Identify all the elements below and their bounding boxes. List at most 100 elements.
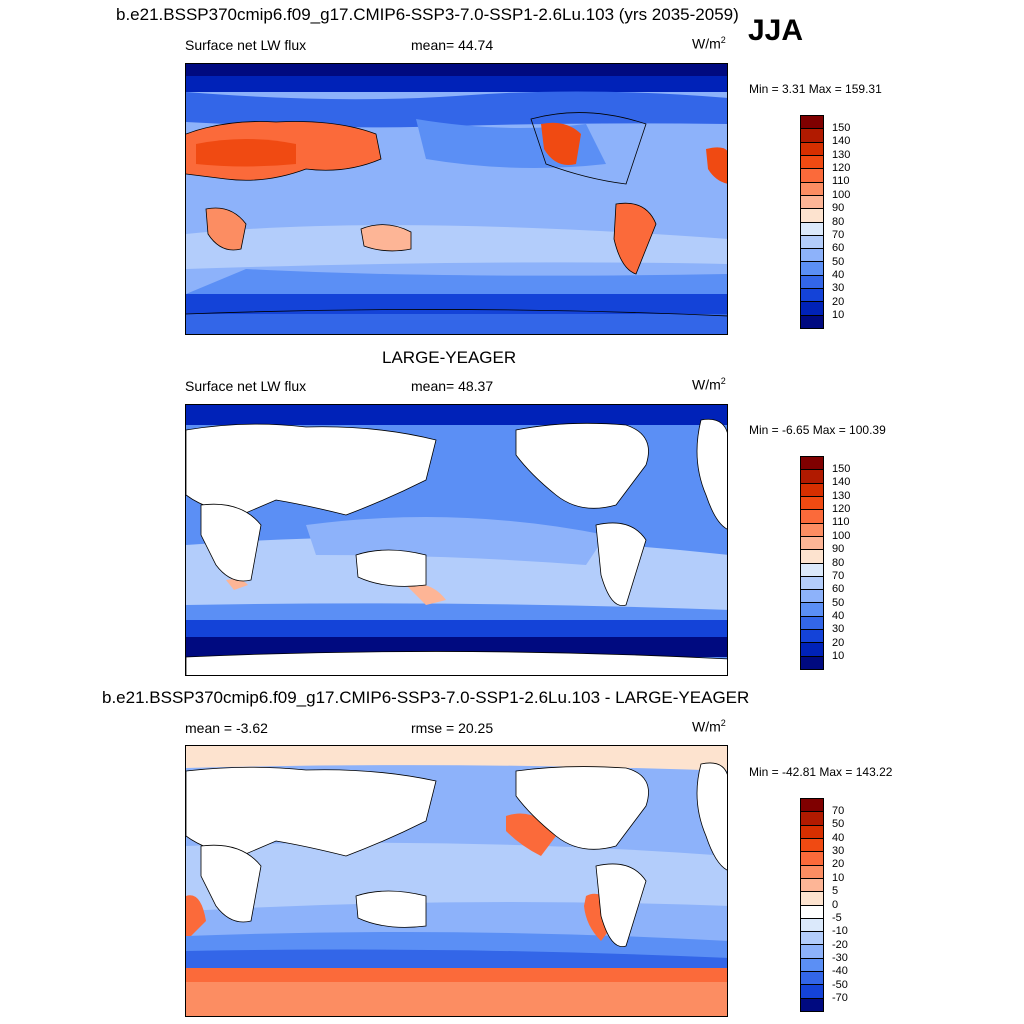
colorbar-tick-label: 70 bbox=[832, 804, 845, 817]
colorbar-swatch bbox=[801, 222, 823, 236]
colorbar-swatch bbox=[801, 799, 823, 813]
panel-3-min-max: Min = -42.81 Max = 143.22 bbox=[749, 765, 893, 779]
colorbar-tick-label: 30 bbox=[832, 845, 845, 857]
colorbar-swatch bbox=[801, 510, 823, 524]
colorbar-swatch bbox=[801, 563, 823, 577]
colorbar-swatch bbox=[801, 235, 823, 250]
colorbar-swatch bbox=[801, 209, 823, 223]
colorbar-swatch bbox=[801, 470, 823, 484]
panel-2-mean-label: mean= 48.37 bbox=[411, 378, 494, 394]
colorbar-tick-label: 60 bbox=[832, 242, 845, 255]
colorbar-tick-label: 50 bbox=[832, 255, 845, 268]
colorbar-swatch bbox=[801, 932, 823, 946]
colorbar-swatch bbox=[801, 315, 823, 328]
colorbar-tick-label: 150 bbox=[832, 462, 851, 475]
colorbar-swatch bbox=[801, 523, 823, 537]
colorbar-tick-label: 80 bbox=[832, 215, 845, 228]
panel-1-title: b.e21.BSSP370cmip6.f09_g17.CMIP6-SSP3-7.… bbox=[116, 5, 739, 24]
colorbar-swatch bbox=[801, 302, 823, 316]
colorbar-tick-label: -40 bbox=[832, 965, 848, 978]
colorbar-tick-label: 30 bbox=[832, 623, 845, 636]
panel-2-title: LARGE-YEAGER bbox=[382, 348, 517, 367]
colorbar-swatch bbox=[801, 169, 823, 183]
colorbar-tick-label: 20 bbox=[832, 295, 845, 308]
colorbar-tick-label: 140 bbox=[832, 476, 851, 489]
season-label: JJA bbox=[748, 14, 804, 47]
colorbar-swatch bbox=[801, 536, 823, 551]
colorbar-swatch bbox=[801, 918, 823, 933]
colorbar-swatch bbox=[801, 142, 823, 156]
colorbar-swatch bbox=[801, 195, 823, 210]
colorbar-tick-label: 70 bbox=[832, 569, 845, 582]
colorbar-swatch bbox=[801, 865, 823, 879]
colorbar-tick-label: 120 bbox=[832, 503, 851, 515]
colorbar-tick-label: 100 bbox=[832, 188, 851, 201]
colorbar-tick-label: -50 bbox=[832, 978, 848, 991]
colorbar-tick-label: 10 bbox=[832, 871, 845, 884]
panel-2-variable-label: Surface net LW flux bbox=[185, 378, 307, 394]
colorbar-tick-label: 110 bbox=[832, 516, 850, 529]
colorbar-swatch bbox=[801, 892, 823, 906]
colorbar-tick-label: 100 bbox=[832, 529, 851, 542]
colorbar-swatch bbox=[801, 249, 823, 263]
colorbar-tick-label: 50 bbox=[832, 596, 845, 609]
colorbar-swatch bbox=[801, 590, 823, 604]
colorbar-swatch bbox=[801, 838, 823, 853]
panel-1-mean-label: mean= 44.74 bbox=[411, 37, 494, 53]
panel-1-units: W/m2 bbox=[692, 35, 726, 52]
colorbar-swatch bbox=[801, 289, 823, 303]
colorbar-swatch bbox=[801, 483, 823, 497]
colorbar-swatch bbox=[801, 852, 823, 866]
colorbar-tick-label: -10 bbox=[832, 925, 848, 938]
colorbar-tick-label: 90 bbox=[832, 202, 845, 215]
colorbar-tick-label: 10 bbox=[832, 309, 845, 322]
colorbar-tick-label: 60 bbox=[832, 583, 845, 596]
colorbar-swatch bbox=[801, 958, 823, 973]
colorbar-tick-label: -5 bbox=[832, 911, 842, 924]
panel-3-units: W/m2 bbox=[692, 718, 726, 735]
panel-2-min-max: Min = -6.65 Max = 100.39 bbox=[749, 423, 886, 437]
colorbar-swatch bbox=[801, 630, 823, 644]
colorbar-tick-label: 130 bbox=[832, 489, 851, 502]
colorbar-swatch bbox=[801, 985, 823, 999]
colorbar-tick-label: 10 bbox=[832, 650, 845, 663]
colorbar-swatch bbox=[801, 496, 823, 511]
colorbar-swatch bbox=[801, 550, 823, 564]
colorbar-tick-label: 120 bbox=[832, 162, 851, 174]
colorbar-tick-label: 110 bbox=[832, 175, 850, 188]
colorbar-swatch bbox=[801, 262, 823, 276]
colorbar-swatch bbox=[801, 656, 823, 669]
colorbar-swatch bbox=[801, 972, 823, 986]
colorbar-swatch bbox=[801, 275, 823, 290]
colorbar-swatch bbox=[801, 603, 823, 617]
colorbar-swatch bbox=[801, 129, 823, 143]
colorbar-tick-label: 70 bbox=[832, 228, 845, 241]
colorbar-tick-label: 0 bbox=[832, 898, 839, 911]
colorbar-tick-label: 90 bbox=[832, 543, 845, 556]
colorbar-swatch bbox=[801, 457, 823, 471]
colorbar-swatch bbox=[801, 825, 823, 839]
colorbar-tick-label: 20 bbox=[832, 858, 845, 871]
colorbar-tick-label: -20 bbox=[832, 938, 848, 951]
colorbar-swatch bbox=[801, 812, 823, 826]
panel-1-colorbar bbox=[800, 115, 824, 329]
colorbar-swatch bbox=[801, 116, 823, 130]
colorbar-tick-label: 40 bbox=[832, 269, 845, 281]
colorbar-swatch bbox=[801, 905, 823, 919]
colorbar-tick-label: 80 bbox=[832, 556, 845, 569]
panel-3-map bbox=[185, 745, 728, 1017]
colorbar-tick-label: 40 bbox=[832, 610, 845, 622]
colorbar-swatch bbox=[801, 643, 823, 657]
colorbar-tick-label: -70 bbox=[832, 992, 848, 1005]
colorbar-tick-label: 140 bbox=[832, 135, 851, 148]
colorbar-swatch bbox=[801, 878, 823, 893]
panel-1-map bbox=[185, 63, 728, 335]
colorbar-tick-label: 30 bbox=[832, 282, 845, 295]
colorbar-tick-label: 20 bbox=[832, 636, 845, 649]
colorbar-tick-label: 40 bbox=[832, 831, 845, 844]
colorbar-tick-label: 150 bbox=[832, 121, 851, 134]
panel-3-rmse-label: rmse = 20.25 bbox=[411, 720, 494, 736]
panel-1-variable-label: Surface net LW flux bbox=[185, 37, 307, 53]
panel-2-colorbar bbox=[800, 456, 824, 670]
colorbar-swatch bbox=[801, 576, 823, 591]
